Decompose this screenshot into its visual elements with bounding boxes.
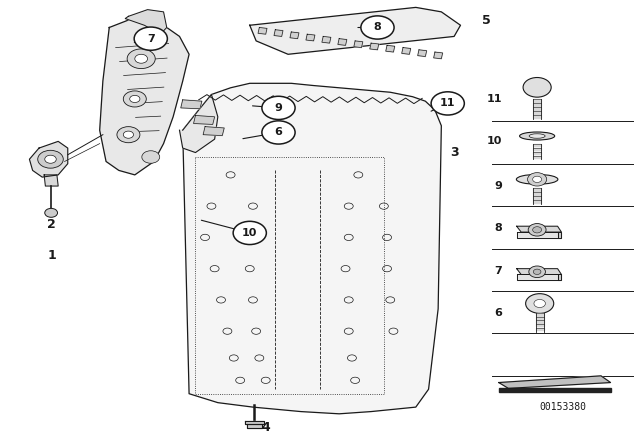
Text: 6: 6 — [275, 127, 282, 138]
Polygon shape — [354, 41, 363, 47]
Polygon shape — [418, 50, 427, 56]
Polygon shape — [180, 100, 202, 109]
Polygon shape — [274, 30, 283, 36]
Circle shape — [262, 121, 295, 144]
Circle shape — [431, 92, 465, 115]
Polygon shape — [499, 388, 611, 392]
Circle shape — [127, 49, 156, 69]
Text: 5: 5 — [482, 14, 490, 27]
Polygon shape — [533, 196, 541, 199]
Polygon shape — [258, 27, 267, 34]
Polygon shape — [250, 8, 461, 54]
Polygon shape — [536, 324, 543, 326]
Polygon shape — [533, 152, 541, 154]
Circle shape — [532, 176, 541, 182]
Polygon shape — [386, 45, 395, 52]
Circle shape — [134, 27, 168, 50]
Circle shape — [117, 127, 140, 143]
Polygon shape — [244, 421, 264, 424]
Text: 2: 2 — [47, 217, 56, 231]
Circle shape — [528, 224, 546, 236]
Text: 8: 8 — [494, 224, 502, 233]
Text: 10: 10 — [242, 228, 257, 238]
Circle shape — [130, 95, 140, 103]
Text: 4: 4 — [261, 421, 270, 434]
Text: 7: 7 — [494, 266, 502, 276]
Circle shape — [361, 16, 394, 39]
Text: 9: 9 — [494, 181, 502, 191]
Ellipse shape — [520, 132, 555, 140]
Polygon shape — [536, 317, 543, 319]
Polygon shape — [533, 192, 541, 195]
Polygon shape — [306, 34, 315, 41]
Polygon shape — [533, 115, 541, 118]
Ellipse shape — [516, 174, 558, 184]
Circle shape — [534, 299, 545, 307]
Polygon shape — [499, 376, 611, 388]
Circle shape — [135, 54, 148, 63]
Ellipse shape — [529, 134, 545, 138]
Circle shape — [38, 151, 63, 168]
Circle shape — [525, 294, 554, 313]
Polygon shape — [533, 107, 541, 110]
Polygon shape — [557, 275, 561, 280]
Text: 1: 1 — [47, 249, 56, 262]
Polygon shape — [246, 424, 262, 428]
Polygon shape — [533, 99, 541, 102]
Text: 00153380: 00153380 — [539, 402, 586, 412]
Circle shape — [45, 208, 58, 217]
Text: 7: 7 — [147, 34, 155, 43]
Polygon shape — [516, 275, 557, 280]
Polygon shape — [370, 43, 379, 50]
Polygon shape — [533, 148, 541, 151]
Polygon shape — [533, 155, 541, 158]
Circle shape — [124, 91, 147, 107]
Polygon shape — [536, 327, 543, 330]
Polygon shape — [516, 226, 561, 232]
Polygon shape — [100, 16, 189, 175]
Text: 11: 11 — [486, 94, 502, 104]
Polygon shape — [434, 52, 443, 59]
Polygon shape — [290, 32, 299, 39]
Polygon shape — [203, 127, 224, 136]
Polygon shape — [533, 144, 541, 146]
Polygon shape — [193, 116, 214, 125]
Circle shape — [124, 131, 134, 138]
Polygon shape — [182, 83, 442, 414]
Polygon shape — [44, 175, 58, 186]
Polygon shape — [533, 200, 541, 203]
Circle shape — [527, 172, 547, 186]
Circle shape — [523, 78, 551, 97]
Text: 11: 11 — [440, 99, 456, 108]
Circle shape — [45, 155, 56, 163]
Polygon shape — [536, 320, 543, 323]
Polygon shape — [533, 188, 541, 191]
Polygon shape — [125, 9, 167, 34]
Circle shape — [142, 151, 160, 163]
Text: 10: 10 — [486, 136, 502, 146]
Polygon shape — [533, 111, 541, 114]
Polygon shape — [536, 313, 543, 315]
Polygon shape — [402, 47, 411, 54]
Polygon shape — [29, 142, 68, 177]
Polygon shape — [179, 95, 218, 152]
Polygon shape — [516, 269, 561, 275]
Circle shape — [262, 96, 295, 120]
Polygon shape — [322, 36, 331, 43]
Circle shape — [533, 269, 541, 275]
Circle shape — [529, 266, 545, 278]
Circle shape — [532, 227, 541, 233]
Circle shape — [233, 221, 266, 245]
Text: 6: 6 — [494, 308, 502, 319]
Text: 3: 3 — [450, 146, 458, 159]
Polygon shape — [338, 39, 347, 45]
Text: 9: 9 — [275, 103, 282, 113]
Text: 8: 8 — [374, 22, 381, 33]
Polygon shape — [557, 232, 561, 238]
Polygon shape — [533, 103, 541, 106]
Polygon shape — [516, 232, 557, 238]
